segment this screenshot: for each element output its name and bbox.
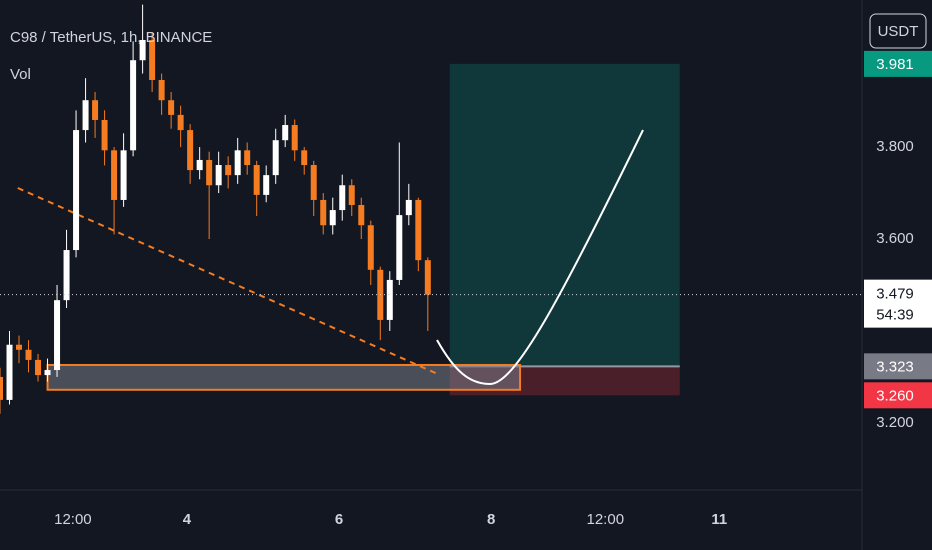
last-price-box — [864, 279, 932, 328]
candle-body — [25, 349, 32, 360]
candle-body — [6, 344, 13, 400]
candle-body — [272, 140, 279, 176]
entry-label: 3.323 — [876, 358, 914, 375]
candle-body — [101, 119, 108, 151]
candle-body — [120, 150, 127, 200]
x-tick-label: 8 — [487, 511, 495, 528]
candle-body — [82, 100, 89, 131]
candle-body — [424, 260, 431, 295]
candle-body — [139, 39, 146, 61]
last-price-label: 3.479 — [876, 286, 914, 303]
candle-body — [386, 279, 393, 320]
stop-box — [864, 382, 932, 409]
price-axis: 3.800 3.600 3.200 3.981 3.479 54:39 3.323 3.260 — [864, 50, 932, 431]
candle-body — [415, 199, 422, 261]
candle-body — [35, 359, 42, 376]
candle-body — [73, 130, 80, 251]
candle-body — [149, 39, 156, 80]
candle-body — [367, 225, 374, 270]
volume-label: Vol — [10, 66, 31, 83]
candle-body — [310, 165, 317, 200]
currency-label[interactable]: USDT — [878, 23, 919, 40]
candle-body — [339, 185, 346, 211]
candle-body — [63, 250, 70, 301]
candle-body — [234, 150, 241, 176]
candle-body — [396, 215, 403, 280]
candle-body — [329, 210, 336, 226]
support-zone — [46, 363, 522, 391]
candle-body — [282, 125, 289, 141]
y-tick-label: 3.200 — [876, 414, 914, 431]
plot — [0, 4, 862, 414]
currency-button[interactable] — [869, 13, 927, 49]
x-tick-label: 6 — [335, 511, 343, 528]
target-label: 3.981 — [876, 56, 914, 73]
candle-body — [130, 60, 137, 151]
candle-body — [215, 165, 222, 186]
candle-body — [291, 125, 298, 151]
target-zone — [449, 63, 680, 367]
candle-body — [111, 150, 118, 200]
x-tick-label: 12:00 — [587, 511, 625, 528]
y-tick-label: 3.600 — [876, 230, 914, 247]
x-tick-label: 4 — [183, 511, 192, 528]
candle-body — [301, 150, 308, 166]
candle-body — [177, 114, 184, 131]
candle-body — [358, 205, 365, 226]
candle-body — [348, 185, 355, 206]
candle-body — [206, 159, 213, 186]
candle-body — [320, 199, 327, 226]
candle-body — [16, 344, 23, 350]
entry-box — [864, 353, 932, 380]
y-tick-label: 3.800 — [876, 138, 914, 155]
candle-body — [263, 175, 270, 195]
x-tick-label: 12:00 — [54, 511, 92, 528]
candle-body — [168, 100, 175, 115]
candle-body — [158, 79, 165, 101]
candle-body — [244, 150, 251, 166]
candle-body — [225, 165, 232, 176]
target-box — [864, 50, 932, 77]
chart-title: C98 / TetherUS, 1h, BINANCE — [10, 29, 212, 46]
candle-body — [44, 370, 51, 376]
stop-label: 3.260 — [876, 387, 914, 404]
candle-body — [54, 300, 61, 371]
countdown-label: 54:39 — [876, 307, 914, 324]
candle-body — [0, 376, 3, 400]
x-tick-label: 11 — [711, 511, 727, 528]
candle-body — [253, 165, 260, 195]
projection-curve — [436, 129, 644, 386]
candle-body — [187, 130, 194, 171]
candle-body — [92, 100, 99, 120]
candle-body — [405, 199, 412, 216]
candle-body — [196, 159, 203, 171]
